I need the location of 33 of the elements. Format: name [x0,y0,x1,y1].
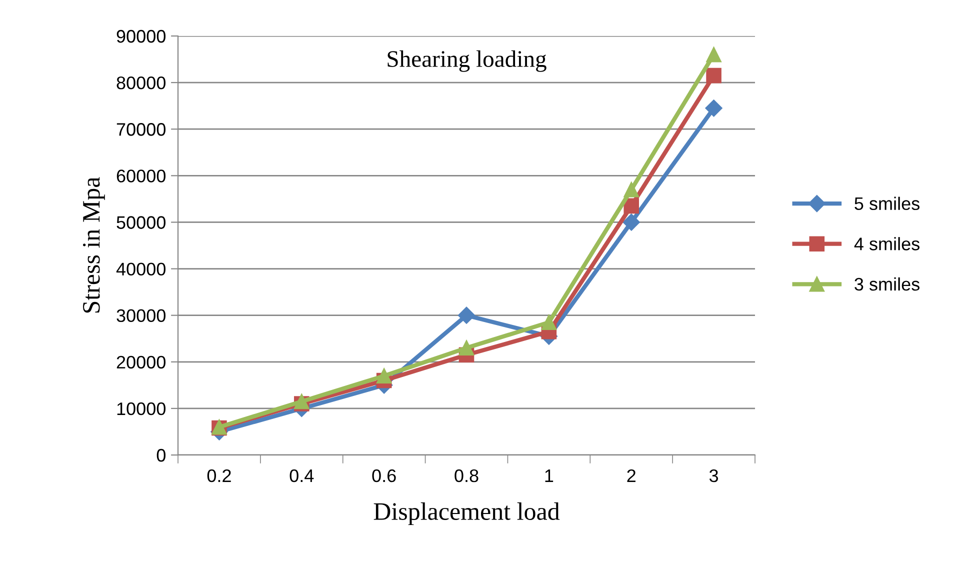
point [622,214,640,231]
legend-label: 5 smiles [854,196,920,210]
y-tick-label: 60000 [116,170,166,182]
x-tick-label: 0.8 [454,469,478,482]
point [458,306,476,324]
y-axis-title: Stress in Mpa [83,177,105,313]
x-tick-label: 2 [627,469,636,482]
x-tick-label: 0.2 [207,469,231,482]
y-tick-label: 0 [156,448,166,462]
y-tick-label: 90000 [116,30,166,43]
y-tick-label: 40000 [116,262,166,276]
legend-label: 3 smiles [854,277,920,291]
point [706,68,722,84]
x-tick-label: 0.6 [372,469,396,482]
text: Shearing loading [388,50,546,72]
point [458,340,474,356]
x-tick-label: 1 [545,470,554,482]
point [705,100,722,117]
x-tick-label: 3 [709,469,718,482]
y-tick-label: 80000 [116,76,166,90]
point [541,314,557,330]
x-axis-title: Displacement load [374,502,560,526]
x-tick-label: 0.4 [290,469,314,482]
y-tick-label: 30000 [116,309,166,322]
point [706,46,722,62]
point [376,368,392,384]
y-tick-label: 70000 [116,123,166,136]
y-tick-label: 10000 [117,402,166,416]
point [624,182,639,198]
y-tick-label: 20000 [116,356,166,369]
legend-label: 4 smiles [854,237,920,250]
point [624,198,639,214]
y-tick-label: 50000 [116,216,166,229]
